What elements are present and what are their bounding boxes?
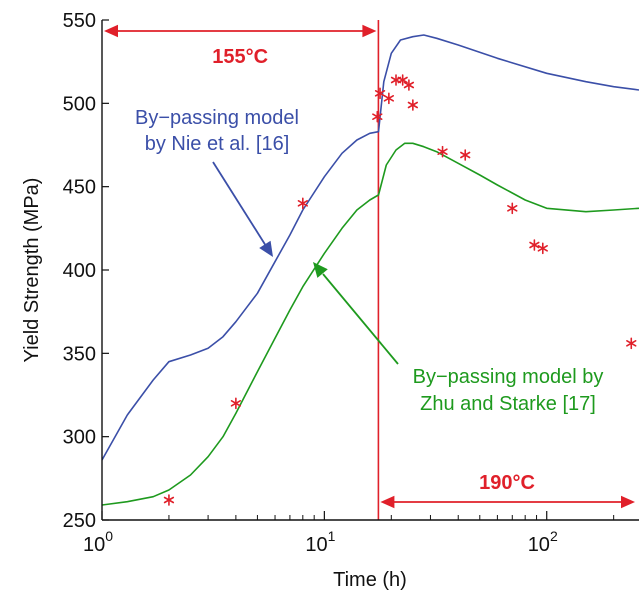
- y-tick-label: 450: [63, 177, 96, 199]
- data-point: [537, 242, 548, 255]
- data-point: [297, 197, 308, 210]
- range-190-arrow-left: [380, 495, 395, 509]
- x-tick-label: 102: [528, 528, 558, 556]
- y-tick-label: 400: [63, 260, 96, 282]
- y-tick-label: 300: [63, 427, 96, 449]
- data-point: [374, 87, 386, 100]
- temperature-annotations: 155°C 190°C: [104, 24, 635, 509]
- data-point: [230, 397, 242, 410]
- y-tick-label: 250: [63, 510, 96, 532]
- data-point: [390, 74, 402, 86]
- y-tick-label: 350: [63, 343, 96, 365]
- y-tick-label: 550: [63, 10, 96, 32]
- data-point: [397, 74, 408, 86]
- nie-model-annotation: By−passing model by Nie et al. [16]: [135, 107, 299, 155]
- data-point: [437, 145, 448, 158]
- x-axis-title: Time (h): [333, 569, 407, 591]
- nie-model-line: [102, 34, 639, 461]
- axes: 250 300 350 400 450 500 550 100 101 102: [63, 10, 639, 556]
- data-point: [529, 239, 540, 251]
- nie-model-arrowhead: [259, 240, 273, 257]
- zhu-starke-pointer: [322, 273, 399, 365]
- data-point: [372, 110, 383, 123]
- range-190-arrow-right: [621, 495, 635, 509]
- range-155-label: 155°C: [212, 46, 268, 68]
- data-point: [407, 99, 418, 111]
- data-point: [163, 494, 175, 506]
- data-point: [507, 202, 518, 215]
- data-point: [460, 149, 471, 161]
- range-155-arrow-left: [104, 24, 118, 38]
- data-point: [383, 92, 395, 105]
- x-tick-label: 101: [305, 528, 335, 556]
- zhu-starke-arrowhead: [313, 262, 328, 278]
- x-tick-label: 100: [83, 528, 113, 556]
- range-155-arrow-right: [362, 24, 377, 38]
- range-190-label: 190°C: [479, 472, 535, 494]
- zhu-starke-annotation: By−passing model by Zhu and Starke [17]: [413, 366, 604, 415]
- plot-area: [102, 20, 639, 520]
- data-point: [403, 79, 415, 91]
- nie-model-pointer: [212, 161, 267, 247]
- y-axis-title: Yield Strength (MPa): [21, 178, 43, 363]
- zhu-starke-model-line: [102, 142, 639, 506]
- series-annotations: By−passing model by Nie et al. [16] By−pas…: [135, 107, 603, 415]
- y-tick-label: 500: [63, 93, 96, 115]
- data-point: [626, 337, 637, 350]
